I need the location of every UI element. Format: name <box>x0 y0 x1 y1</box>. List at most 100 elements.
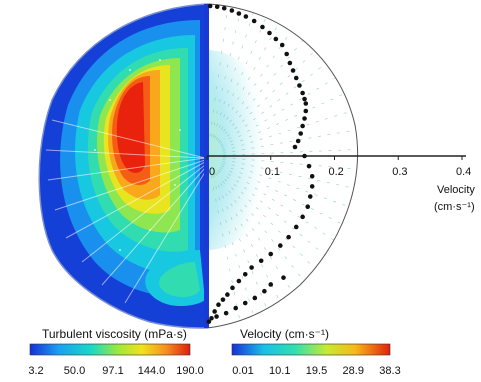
velocity-vector <box>348 90 352 92</box>
profile-point <box>220 297 226 302</box>
velocity-vector <box>280 204 284 207</box>
velocity-vector <box>269 256 273 260</box>
velocity-vector <box>228 190 231 194</box>
velocity-vector <box>305 190 309 193</box>
velocity-vector <box>219 99 221 103</box>
velocity-vector <box>306 124 310 126</box>
velocity-vector <box>253 67 256 70</box>
velocity-axis-label-line2: (cm·s⁻¹) <box>434 201 475 213</box>
velocity-vector <box>275 190 279 192</box>
velocity-vector <box>241 163 245 165</box>
velocity-vector <box>225 219 227 223</box>
velocity-vector <box>304 282 308 285</box>
profile-point <box>278 243 283 248</box>
velocity-vector <box>297 273 301 277</box>
velocity-vector <box>297 18 300 22</box>
velocity-axis-tick-label: 0.4 <box>456 166 471 178</box>
velocity-vector <box>307 240 311 243</box>
velocity-vector <box>291 227 295 230</box>
velocity-vector <box>247 92 251 95</box>
velocity-vector <box>276 294 279 298</box>
velocity-vector <box>314 23 318 26</box>
velocity-vector <box>214 97 216 101</box>
velocity-vector <box>249 112 253 115</box>
velocity-vector <box>227 103 230 107</box>
velocity-vector <box>284 256 288 260</box>
velocity-vector <box>221 163 225 165</box>
profile-point <box>268 282 274 287</box>
velocity-vector <box>212 186 215 191</box>
velocity-vector <box>255 207 259 210</box>
velocity-vector <box>283 220 287 223</box>
profile-point <box>293 224 299 230</box>
velocity-vector <box>296 187 300 190</box>
profile-point <box>295 138 301 144</box>
velocity-vector <box>264 97 268 100</box>
profile-point <box>212 309 217 314</box>
velocity-vector <box>215 172 218 176</box>
velocity-axis-label-line1: Velocity <box>437 184 475 196</box>
velocity-vector <box>224 26 226 30</box>
velocity-vector <box>267 127 271 129</box>
velocity-vector <box>257 181 261 183</box>
velocity-vector <box>319 212 323 215</box>
velocity-vector <box>231 280 233 284</box>
velocity-vector <box>297 215 301 218</box>
profile-point <box>281 275 286 280</box>
velocity-vector <box>225 193 228 197</box>
velocity-vector <box>268 314 271 318</box>
velocity-vector <box>216 86 218 90</box>
velocity-vector <box>222 38 224 42</box>
velocity-vector <box>217 74 219 78</box>
velocity-vector <box>237 18 239 22</box>
velocity-vector <box>222 195 225 199</box>
velocity-vector <box>251 213 254 216</box>
velocity-vector <box>315 121 319 123</box>
profile-point <box>267 30 272 36</box>
velocity-vector <box>227 90 229 94</box>
velocity-vector <box>245 34 247 38</box>
velocity-vector <box>242 119 245 122</box>
velocity-vector <box>260 167 264 169</box>
velocity-vector <box>288 210 292 213</box>
velocity-vector <box>236 130 240 133</box>
velocity-vector <box>326 182 330 184</box>
velocity-vector <box>322 276 325 280</box>
velocity-vector <box>246 218 249 222</box>
velocity-vector <box>217 210 219 214</box>
velocity-vector <box>215 185 218 189</box>
colorbar-tick-label: 0.01 <box>232 365 253 377</box>
viscosity-colorbar-gradient <box>29 343 191 356</box>
velocity-axis-tick-label: 0.2 <box>329 166 344 178</box>
velocity-vector <box>222 208 224 212</box>
velocity-vector <box>307 93 311 95</box>
velocity-vector <box>293 86 297 89</box>
viscosity-colorbar-title: Turbulent viscosity (mPa·s) <box>42 327 187 341</box>
velocity-axis-tick-label: 0.3 <box>392 166 407 178</box>
velocity-vector <box>237 96 240 100</box>
velocity-vector <box>246 182 250 184</box>
velocity-vector <box>301 203 305 206</box>
velocity-vector <box>278 132 282 135</box>
profile-point <box>300 123 305 129</box>
velocity-vector <box>269 135 273 137</box>
velocity-vector <box>324 118 328 120</box>
velocity-vector <box>241 101 245 105</box>
velocity-vector <box>281 108 285 111</box>
velocity-vector <box>226 134 230 137</box>
velocity-vector <box>258 131 262 134</box>
velocity-vector <box>339 243 343 246</box>
velocity-vector <box>257 237 261 241</box>
velocity-colorbar-title: Velocity (cm·s⁻¹) <box>240 327 329 341</box>
colorbar-tick-label: 10.1 <box>269 365 290 377</box>
velocity-vector <box>231 164 235 166</box>
velocity-vector <box>245 106 249 109</box>
colorbar-tick-label: 3.2 <box>28 365 43 377</box>
profile-point <box>298 131 304 136</box>
velocity-vector <box>345 186 349 188</box>
vessel-right-outline <box>206 3 359 329</box>
velocity-vector <box>337 221 341 224</box>
velocity-vector <box>228 231 231 235</box>
velocity-vector <box>224 76 226 80</box>
